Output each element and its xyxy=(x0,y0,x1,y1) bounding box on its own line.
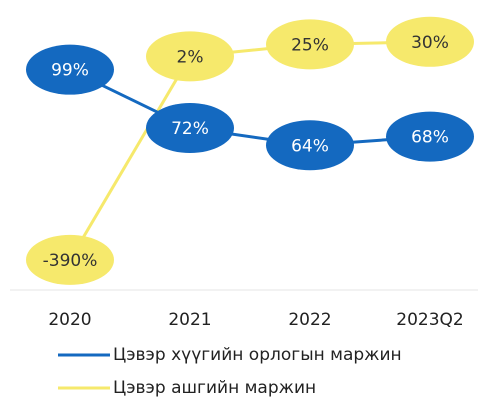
legend-label: Цэвэр хүүгийн орлогын маржин xyxy=(113,345,402,365)
x-tick-label: 2021 xyxy=(168,310,211,330)
data-point xyxy=(386,16,474,67)
x-tick-label: 2020 xyxy=(48,310,91,330)
data-label: 64% xyxy=(291,136,329,156)
data-label: 68% xyxy=(411,128,449,148)
data-point xyxy=(26,234,114,285)
data-point xyxy=(146,103,234,153)
series-line xyxy=(69,68,431,147)
data-label: 30% xyxy=(411,33,449,53)
data-point xyxy=(266,120,354,171)
x-tick-label: 2023Q2 xyxy=(396,310,463,330)
data-label: 2% xyxy=(177,47,204,67)
data-point xyxy=(386,111,474,162)
data-point xyxy=(26,44,114,95)
data-point xyxy=(266,19,354,70)
x-tick-label: 2022 xyxy=(288,310,331,330)
legend-label: Цэвэр ашгийн маржин xyxy=(113,378,316,398)
data-label: 25% xyxy=(291,35,329,55)
series-line xyxy=(68,40,431,261)
data-label: -390% xyxy=(43,251,98,271)
data-point xyxy=(146,31,234,82)
data-label: 72% xyxy=(171,119,209,139)
data-label: 99% xyxy=(51,61,89,81)
